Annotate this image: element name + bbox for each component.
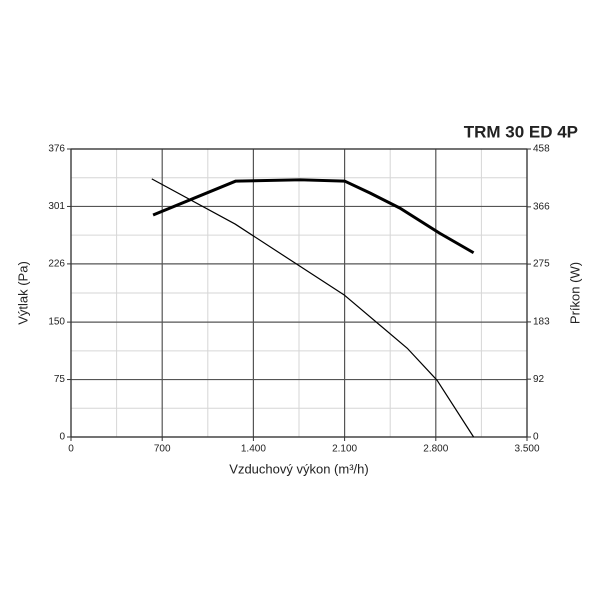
chart-title: TRM 30 ED 4P: [464, 122, 578, 141]
x-tick-label: 2.800: [423, 444, 448, 455]
power-line: [152, 178, 475, 255]
x-tick-label: 1.400: [241, 444, 266, 455]
y-tick-label: 226: [48, 259, 65, 270]
y2-tick-label: 275: [533, 259, 550, 270]
y2-tick-label: 366: [533, 201, 550, 212]
pressure-line: [151, 178, 475, 438]
x-tick-label: 3.500: [514, 444, 539, 455]
y-axis-label: Výtlak (Pa): [15, 261, 30, 325]
y2-tick-label: 0: [533, 432, 539, 443]
y-tick-label: 75: [54, 374, 66, 385]
plot-frame: [70, 148, 528, 438]
y2-axis-label: Príkon (W): [567, 262, 582, 324]
y-tick-label: 0: [59, 432, 65, 443]
y2-tick-label: 458: [533, 144, 550, 155]
y-tick-label: 376: [48, 144, 65, 155]
y2-tick-label: 92: [533, 374, 545, 385]
x-tick-label: 700: [154, 444, 171, 455]
y-tick-label: 150: [48, 317, 65, 328]
x-tick-label: 2.100: [332, 444, 357, 455]
y2-tick-label: 183: [533, 317, 550, 328]
x-axis-label: Vzduchový výkon (m³/h): [229, 461, 368, 476]
x-tick-label: 0: [68, 444, 74, 455]
y-tick-label: 301: [48, 201, 65, 212]
